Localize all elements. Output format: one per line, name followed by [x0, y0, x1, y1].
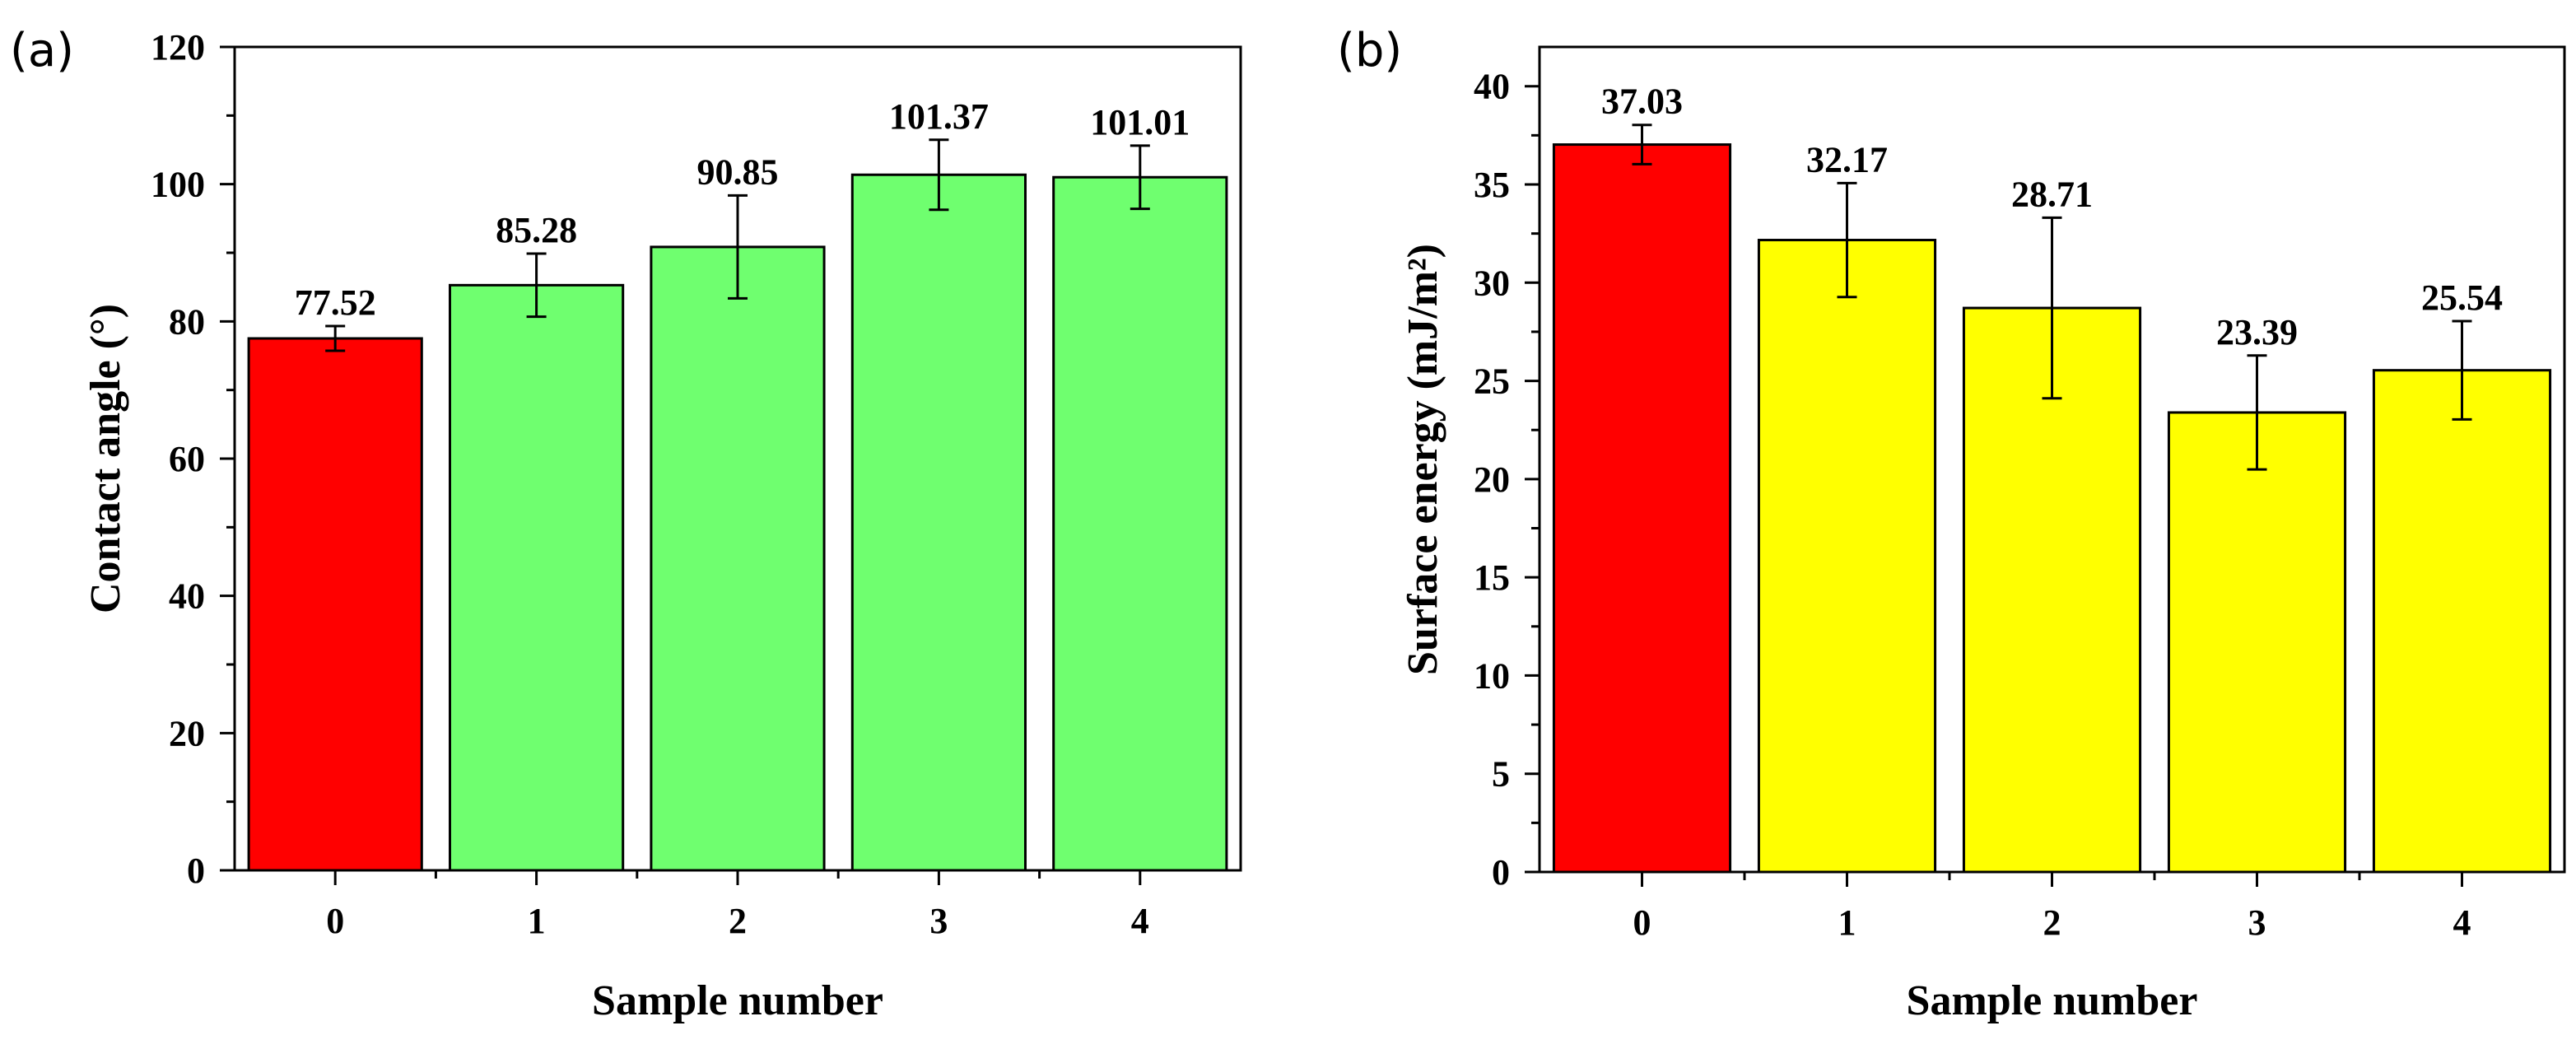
error-bar	[929, 138, 949, 212]
data-label: 77.52	[295, 282, 376, 323]
y-tick-label: 5	[1492, 754, 1510, 795]
x-tick-label: 0	[1633, 902, 1651, 943]
x-tick-label: 2	[729, 901, 747, 941]
error-bar	[728, 193, 748, 300]
error-bar	[2042, 216, 2062, 400]
y-tick-label: 15	[1474, 557, 1510, 598]
data-label: 85.28	[496, 210, 577, 250]
bar	[1757, 239, 1937, 874]
bar	[1962, 306, 2142, 874]
data-label: 32.17	[1806, 139, 1888, 179]
data-label: 37.03	[1601, 82, 1683, 122]
panel-a-contact-angle-chart: (a) 0 20 40 60 80 100 120 0 1 2 3 4 77.52 85.28 90.85 10…	[10, 24, 1242, 1024]
y-tick-label: 30	[1474, 263, 1510, 303]
panel-label: (a)	[10, 24, 74, 77]
bar	[1052, 175, 1228, 872]
x-tick-label: 2	[2043, 902, 2061, 943]
y-tick-label: 20	[1474, 459, 1510, 500]
data-label: 101.01	[1090, 102, 1190, 142]
y-tick-label: 20	[169, 713, 205, 753]
y-tick-label: 0	[187, 851, 205, 891]
error-bar	[526, 252, 547, 319]
bar	[650, 245, 826, 872]
panel-b-surface-energy-chart: (b) 0 5 10 15 20 25 30 35 40 0 1 2 3 4 37.03 32.17 28.71 2…	[1337, 24, 2566, 1024]
y-tick-label: 40	[1474, 67, 1510, 107]
error-bar	[1130, 144, 1150, 211]
bar	[850, 173, 1027, 872]
x-tick-label: 0	[326, 901, 344, 941]
error-bar	[2452, 319, 2472, 421]
error-bar	[2247, 354, 2267, 471]
y-tick-label: 25	[1474, 361, 1510, 402]
bar	[2167, 411, 2347, 874]
panel-label: (b)	[1337, 24, 1402, 77]
bar	[2372, 369, 2552, 874]
x-axis-title: Sample number	[1907, 977, 2198, 1024]
y-tick-label: 120	[151, 27, 205, 68]
x-tick-label: 4	[1131, 901, 1149, 941]
error-bar	[1837, 181, 1857, 299]
data-label: 28.71	[2011, 174, 2093, 214]
x-tick-label: 4	[2453, 902, 2471, 943]
x-tick-label: 3	[929, 901, 948, 941]
y-axis-title: Surface energy (mJ/m²)	[1400, 244, 1446, 675]
bar	[247, 337, 423, 872]
data-label: 90.85	[697, 152, 779, 192]
x-tick-label: 3	[2248, 902, 2266, 943]
data-label: 25.54	[2421, 277, 2503, 318]
x-axis-title: Sample number	[592, 977, 883, 1024]
y-tick-label: 100	[151, 165, 205, 205]
y-tick-label: 80	[169, 301, 205, 342]
y-tick-label: 35	[1474, 165, 1510, 205]
y-tick-label: 40	[169, 576, 205, 617]
data-label: 101.37	[889, 96, 989, 137]
y-tick-label: 10	[1474, 655, 1510, 696]
x-tick-label: 1	[528, 901, 546, 941]
bar	[1552, 143, 1732, 874]
error-bar	[1632, 124, 1652, 166]
error-bar	[325, 324, 346, 352]
bar	[449, 283, 625, 872]
x-tick-label: 1	[1838, 902, 1856, 943]
y-tick-label: 0	[1492, 852, 1510, 893]
y-tick-label: 60	[169, 439, 205, 479]
y-axis-title: Contact angle (°)	[82, 304, 129, 613]
data-label: 23.39	[2216, 312, 2298, 352]
